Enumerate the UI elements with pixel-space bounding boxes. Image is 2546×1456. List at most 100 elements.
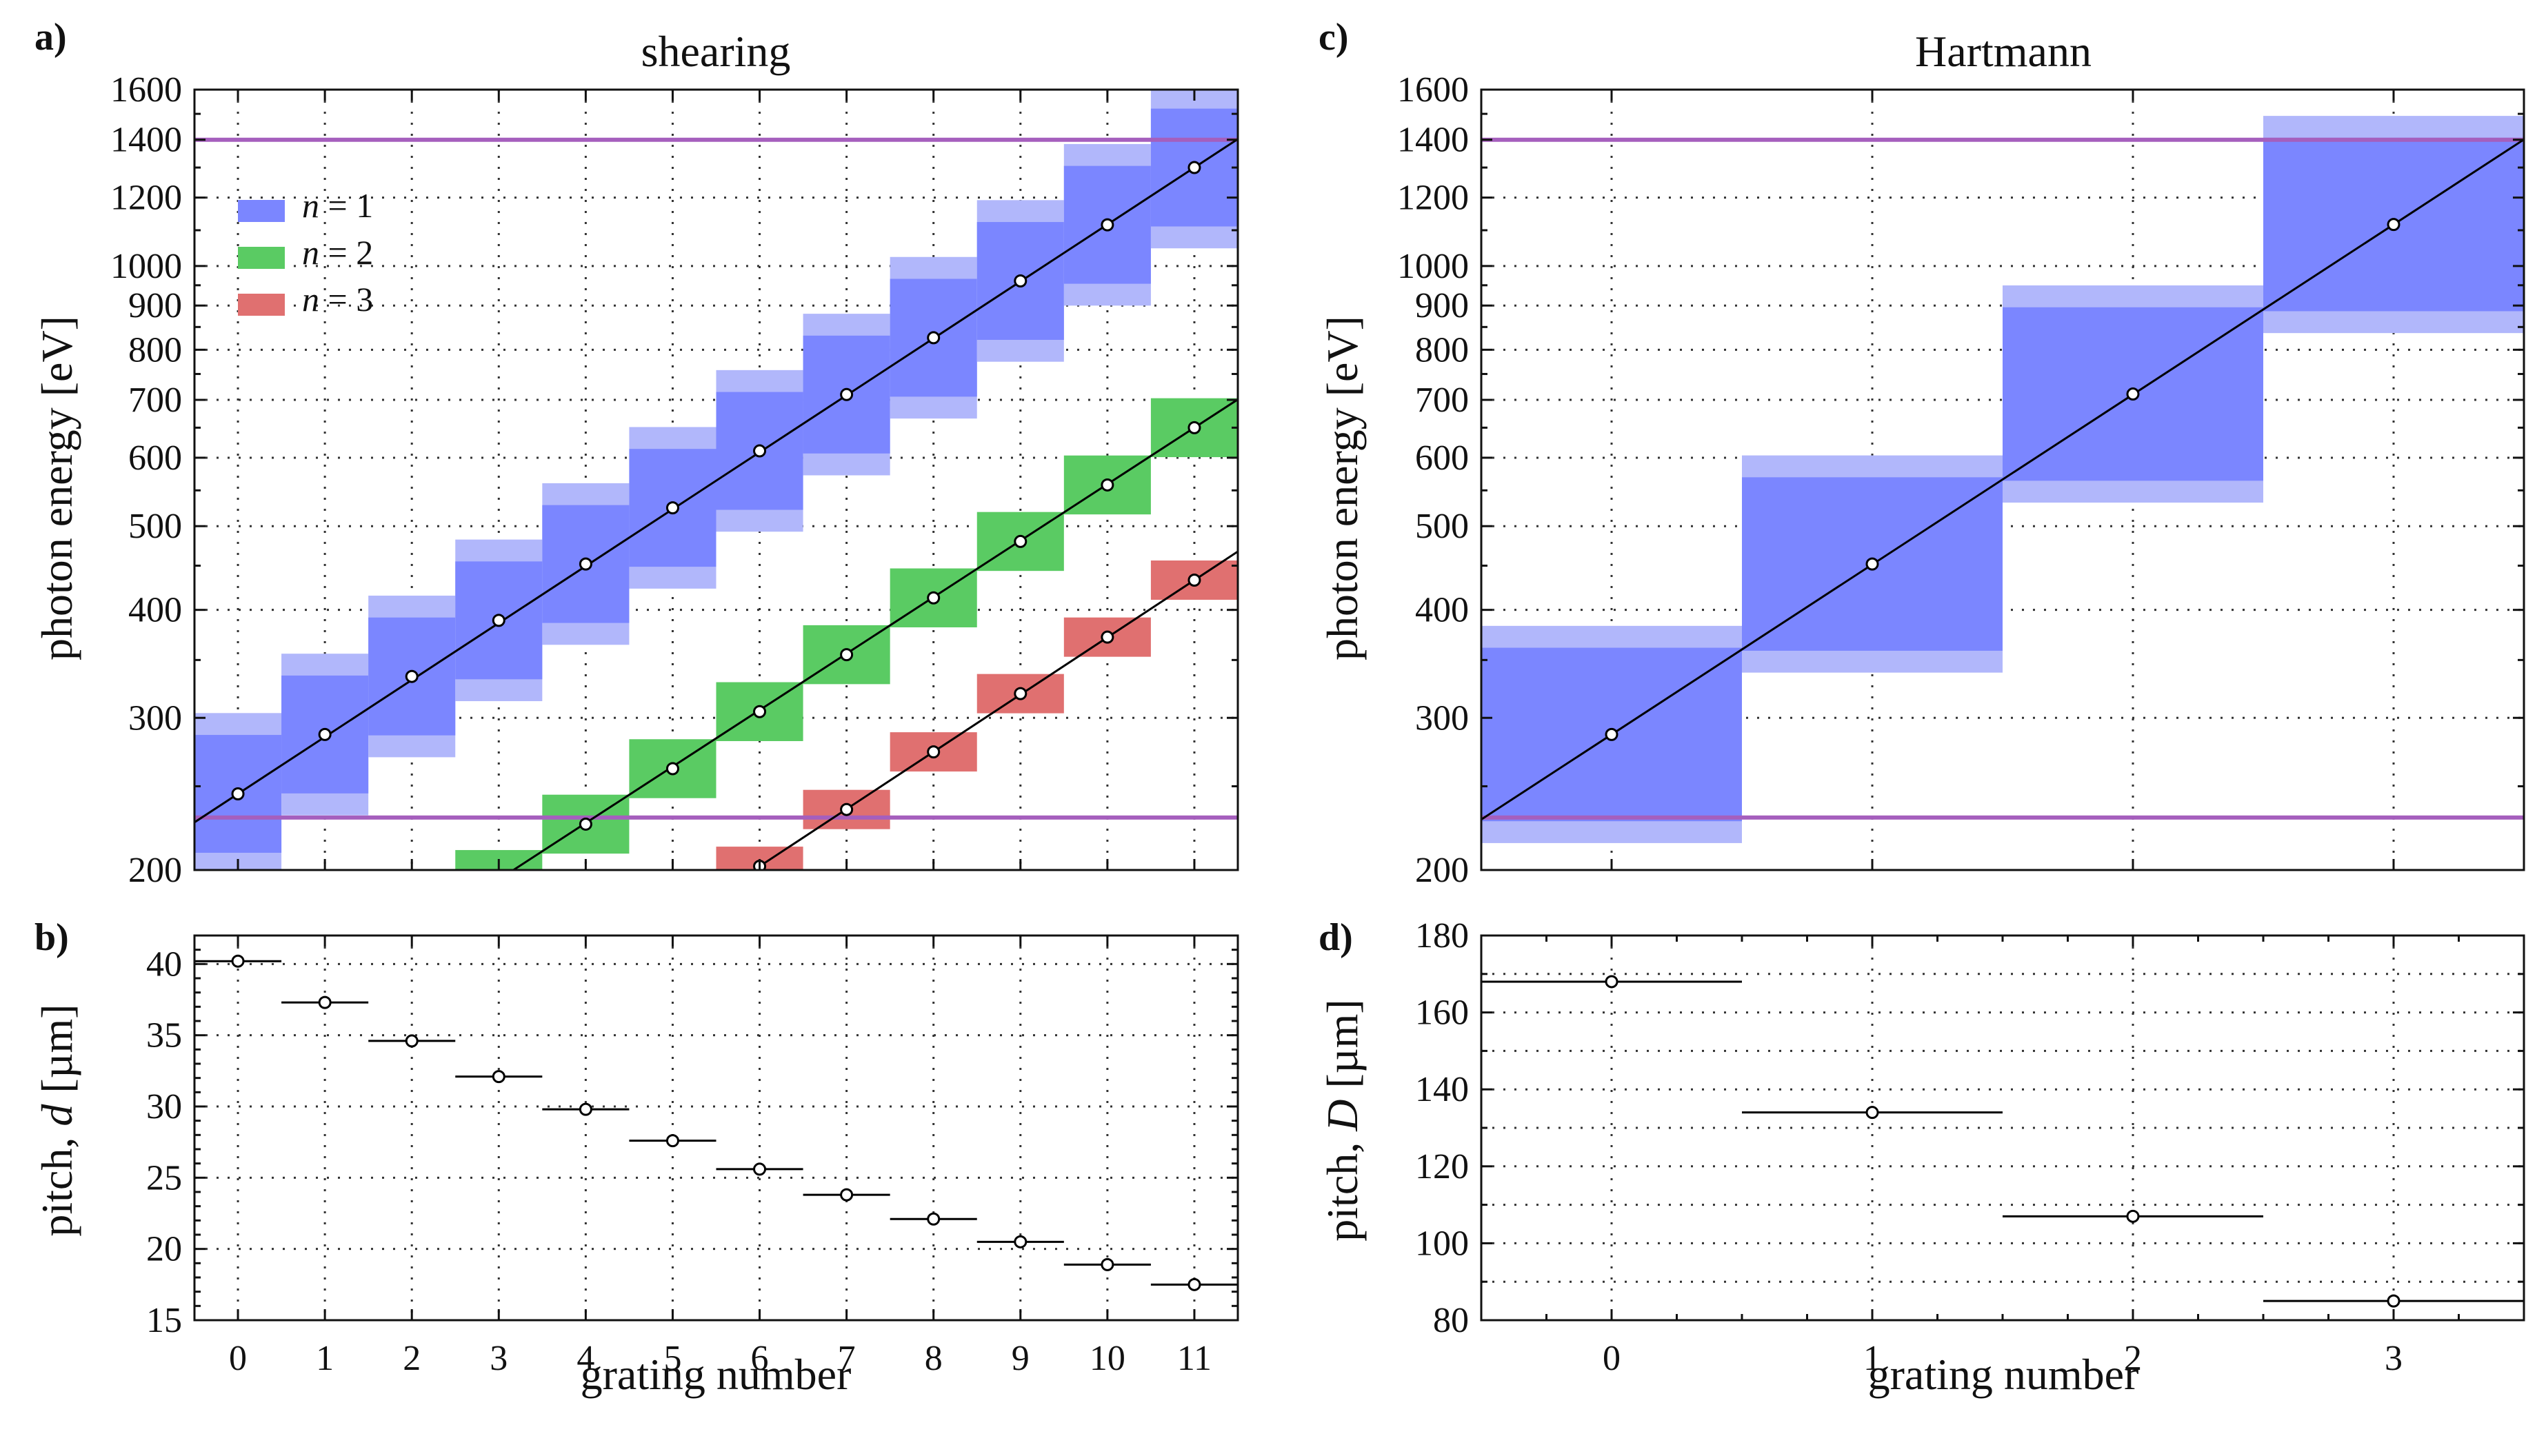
panel-d-xtick-label-1: 1 [1863,1339,1881,1378]
panel-c-ytick-label-7: 900 [1415,286,1469,325]
pitch-point-b-6 [753,1162,767,1176]
point-a-n3-9 [1014,687,1028,700]
panel-a-frame [193,88,1239,871]
pitch-point-b-8 [927,1212,941,1226]
panel-c-ytick-label-8: 1000 [1397,247,1469,286]
pitch-point-d-2 [2126,1209,2140,1223]
point-a-n1-10 [1101,218,1114,232]
panel-a-ytick-label-6: 800 [128,330,182,370]
panel-b-xlabel: grating number [581,1350,852,1399]
panel-a-axes [193,88,1239,871]
pitch-point-b-2 [405,1034,419,1048]
fit-line-a-n3 [752,550,1238,870]
legend-label-n1: n = 1 [302,186,373,225]
point-a-n1-6 [753,444,767,458]
panel-d-ytick-label-0: 80 [1433,1301,1469,1340]
panel-d-xtick-label-0: 0 [1603,1339,1621,1378]
pitch-point-d-3 [2387,1294,2400,1308]
pitch-point-b-4 [579,1102,592,1116]
panel-a-title: shearing [641,27,791,76]
panel-a-ytick-label-3: 500 [128,507,182,546]
point-a-n1-5 [665,501,679,515]
panel-b-shearing-pitch: b) 15 20 25 30 35 40 0 1 2 3 4 5 6 7 8 9 10 11 pitch, d [… [32,916,1239,1399]
panel-d-xtick-label-3: 3 [2385,1339,2403,1378]
panel-a-ytick-label-5: 700 [128,381,182,420]
panel-c-axes [1480,88,2525,871]
panel-a-fit-lines [194,138,1238,870]
point-a-n3-8 [927,745,941,759]
panel-d-ytick-label-1: 100 [1415,1224,1469,1263]
panel-b-ytick-label-2: 25 [146,1158,182,1197]
panel-c-hartmann-energy: c) Hartmann 200 300 400 500 600 700 800 9001000… [1318,16,2525,890]
panel-b-ylabel: pitch, d [µm] [32,1004,81,1236]
panel-b-grid [194,936,1238,1320]
pitch-point-b-3 [492,1070,505,1084]
panel-d-ylabel: pitch, D [µm] [1318,999,1367,1241]
legend-label-n2: n = 2 [302,233,373,272]
panel-a-shearing-energy: a) shearing 200 300 400 500 600 700 800 9001000… [32,16,1239,890]
panel-d-grid [1481,936,2524,1320]
panel-a-ytick-label-9: 1200 [110,179,182,218]
panel-a-points [231,161,1201,885]
point-a-n2-9 [1014,534,1028,548]
panel-a-ytick-label-1: 300 [128,698,182,738]
panel-a-ylabel: photon energy [eV] [32,316,81,660]
point-a-n2-3 [493,874,504,885]
panel-c-ylabel: photon energy [eV] [1318,316,1367,660]
panel-label-d: d) [1319,916,1353,959]
point-a-n2-7 [840,648,854,662]
point-a-n1-7 [840,387,854,401]
legend-swatch-n2 [238,247,285,269]
point-a-n2-11 [1187,421,1201,434]
fit-line-a-n2 [511,398,1238,870]
panel-d-ytick-label-3: 140 [1415,1070,1469,1109]
pitch-point-b-10 [1101,1257,1114,1271]
point-a-n2-5 [665,762,679,776]
pitch-point-b-0 [231,954,245,968]
point-c-n1-2 [2126,387,2140,401]
point-c-n1-0 [1605,727,1618,741]
panel-b-xtick-label-2: 2 [403,1339,421,1378]
panel-c-frame [1480,88,2525,871]
panel-a-ytick-label-11: 1600 [110,70,182,110]
panel-a-ytick-label-7: 900 [128,286,182,325]
panel-a-ytick-label-4: 600 [128,438,182,478]
panel-b-xtick-label-3: 3 [490,1339,508,1378]
panel-b-ticks: 15 20 25 30 35 40 0 1 2 3 4 5 6 7 8 9 10 11 [146,936,1238,1378]
point-a-n3-10 [1101,630,1114,644]
panel-b-axes [193,934,1239,1322]
point-c-n1-1 [1865,557,1879,571]
panel-d-ytick-label-5: 180 [1415,916,1469,956]
panel-d-hartmann-pitch: d) 80 100 120 140 160 180 0 1 2 3 pitch, D [µm] g… [1318,916,2525,1399]
panel-label-a: a) [34,16,67,59]
legend-label-n3: n = 3 [302,280,373,318]
panel-d-ytick-label-2: 120 [1415,1147,1469,1186]
pitch-point-b-7 [840,1188,854,1202]
panel-d-xlabel: grating number [1868,1350,2139,1399]
panel-c-ytick-label-0: 200 [1415,851,1469,890]
panel-a-bands [194,90,1238,870]
panel-a-ytick-label-10: 1400 [110,121,182,160]
panel-b-xtick-label-7: 7 [838,1339,856,1378]
point-a-n3-11 [1187,574,1201,587]
pitch-point-b-5 [665,1134,679,1148]
panel-c-ytick-label-3: 500 [1415,507,1469,546]
panel-c-ytick-label-2: 400 [1415,591,1469,630]
panel-c-ytick-label-6: 800 [1415,330,1469,370]
fit-line-a-n1 [194,138,1238,824]
panel-c-ytick-label-10: 1400 [1397,121,1469,160]
panel-b-xtick-label-0: 0 [229,1339,247,1378]
panel-d-points [1481,975,2524,1308]
panel-b-xtick-label-8: 8 [925,1339,943,1378]
legend: n = 1 n = 2 n = 3 [238,186,373,318]
point-a-n2-10 [1101,478,1114,492]
panel-c-points [1605,218,2400,741]
panel-b-xtick-label-11: 11 [1177,1339,1212,1378]
point-a-n1-4 [579,557,592,571]
point-a-n1-8 [927,331,941,345]
panel-a-hlines [194,137,1238,820]
pitch-point-b-1 [318,995,332,1009]
